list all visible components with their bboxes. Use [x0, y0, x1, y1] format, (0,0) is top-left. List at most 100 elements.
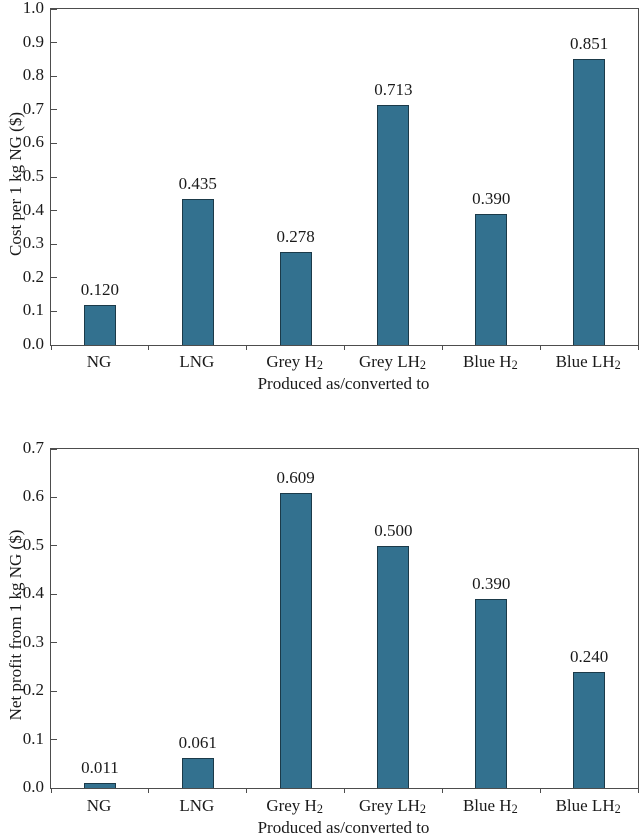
- x-tick-mark: [50, 788, 52, 793]
- x-category-label: Blue H2: [441, 352, 539, 375]
- y-tick-label: 0.0: [22, 334, 44, 353]
- bar-lng: [181, 198, 214, 345]
- cost-x-axis-title: Produced as/converted to: [257, 374, 430, 393]
- y-tick-label: 0.5: [22, 166, 44, 185]
- x-category-text: LNG: [179, 796, 215, 815]
- x-category-text: Blue LH: [555, 352, 615, 371]
- x-category-label: LNG: [148, 352, 246, 372]
- x-category-text: Grey H: [266, 796, 317, 815]
- y-tick-mark: [51, 210, 57, 212]
- x-category-label: Blue LH2: [539, 796, 637, 819]
- net-profit-x-axis-title: Produced as/converted to: [257, 818, 430, 835]
- y-tick-mark: [51, 42, 57, 44]
- bar-value-label: 0.011: [81, 757, 119, 777]
- y-tick-label: 0.7: [22, 98, 44, 118]
- y-tick-mark: [51, 109, 57, 111]
- y-tick-label: 0.4: [22, 199, 44, 219]
- y-tick-mark: [51, 142, 57, 144]
- x-category-label: Grey H2: [246, 796, 344, 819]
- y-tick-label: 0.6: [22, 132, 44, 152]
- y-tick-mark: [51, 243, 57, 245]
- x-tick-mark: [246, 345, 248, 350]
- x-category-label: Grey LH2: [344, 796, 442, 819]
- y-tick-mark: [51, 739, 57, 741]
- x-category-text: LNG: [179, 352, 215, 371]
- x-category-text: NG: [86, 352, 112, 371]
- x-category-text: Grey LH: [358, 796, 420, 815]
- x-category-subscript: 2: [614, 358, 621, 373]
- x-category-label: Grey H2: [246, 352, 344, 375]
- bar-value-label: 0.609: [276, 468, 315, 488]
- bar-value-label: 0.061: [178, 733, 217, 753]
- x-category-text: Blue H: [462, 796, 512, 815]
- y-tick-label: 0.4: [22, 583, 44, 603]
- x-category-text: Blue LH: [555, 796, 615, 815]
- bar-grey-lh2: [377, 105, 410, 345]
- y-tick-mark: [51, 448, 57, 450]
- bar-grey-h2: [279, 493, 312, 788]
- y-tick-label: 0.3: [22, 233, 44, 253]
- y-tick-label: 0.0: [22, 777, 44, 796]
- bar-ng: [83, 304, 116, 345]
- x-category-label: Blue H2: [441, 796, 539, 819]
- x-category-subscript: 2: [511, 358, 518, 373]
- x-tick-mark: [539, 345, 541, 350]
- y-tick-label: 0.1: [22, 728, 44, 748]
- y-tick-label: 0.6: [22, 486, 44, 506]
- y-tick-label: 0.8: [22, 65, 44, 85]
- x-category-subscript: 2: [614, 802, 621, 817]
- y-tick-label: 0.5: [22, 534, 44, 554]
- x-category-label: Grey LH2: [344, 352, 442, 375]
- bar-value-label: 0.851: [569, 34, 609, 54]
- y-tick-label: 0.1: [22, 300, 44, 320]
- bar-value-label: 0.390: [472, 188, 511, 208]
- x-category-label: NG: [50, 352, 148, 372]
- x-tick-mark: [637, 788, 639, 793]
- y-tick-mark: [51, 310, 57, 312]
- x-category-label: NG: [50, 796, 148, 816]
- y-tick-label: 0.2: [22, 266, 44, 286]
- bar-value-label: 0.713: [374, 80, 413, 100]
- x-category-subscript: 2: [316, 358, 323, 373]
- y-tick-mark: [51, 344, 57, 346]
- bar-value-label: 0.390: [472, 574, 511, 594]
- x-tick-mark: [539, 788, 541, 793]
- bar-grey-h2: [279, 251, 312, 345]
- x-tick-mark: [344, 345, 345, 350]
- y-tick-mark: [51, 593, 57, 595]
- y-tick-mark: [51, 787, 57, 789]
- y-tick-mark: [51, 176, 57, 178]
- x-category-text: Grey H: [266, 352, 317, 371]
- y-tick-mark: [51, 75, 57, 77]
- x-tick-mark: [441, 788, 443, 793]
- bar-value-label: 0.500: [374, 520, 413, 540]
- bar-value-label: 0.435: [178, 173, 217, 193]
- x-category-text: Blue H: [462, 352, 512, 371]
- x-category-label: LNG: [148, 796, 246, 816]
- bar-grey-lh2: [377, 545, 410, 788]
- y-tick-label: 0.3: [22, 631, 44, 651]
- y-tick-mark: [51, 8, 57, 10]
- bar-lng: [181, 758, 214, 788]
- bar-value-label: 0.240: [569, 646, 609, 666]
- bar-blue-h2: [475, 599, 508, 788]
- x-tick-mark: [344, 788, 345, 793]
- bar-blue-lh2: [573, 671, 606, 788]
- net-profit-plot-area: 0.011 0.061 0.609 0.500 0.390 0.240: [50, 448, 639, 793]
- y-tick-mark: [51, 545, 57, 547]
- bar-value-label: 0.120: [80, 279, 120, 299]
- bar-blue-h2: [475, 213, 508, 345]
- cost-chart: Cost per 1 kg NG ($) 0.120 0.435 0.278 0.71…: [0, 0, 640, 400]
- x-category-text: NG: [86, 796, 112, 815]
- net-profit-chart: Net profit from 1 kg NG ($) 0.011 0.061 0.…: [0, 438, 640, 835]
- bar-value-label: 0.278: [276, 226, 315, 246]
- x-tick-mark: [148, 345, 150, 350]
- y-tick-label: 0.7: [22, 438, 44, 457]
- x-category-subscript: 2: [419, 358, 427, 373]
- x-category-label: Blue LH2: [539, 352, 637, 375]
- y-tick-label: 1.0: [22, 0, 44, 17]
- x-category-subscript: 2: [511, 802, 518, 817]
- x-category-subscript: 2: [419, 802, 427, 817]
- x-tick-mark: [637, 345, 639, 350]
